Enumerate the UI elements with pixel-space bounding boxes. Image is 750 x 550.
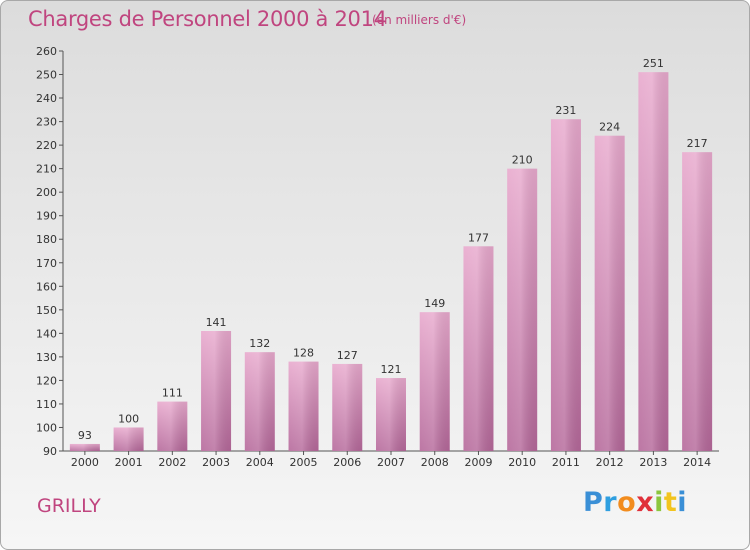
y-tick-label: 170 [36, 257, 57, 270]
bar-shine-2000 [69, 443, 100, 451]
bar-value-label: 128 [293, 347, 314, 360]
x-tick-label: 2011 [552, 456, 580, 469]
bar-value-label: 121 [381, 363, 402, 376]
bar-value-label: 217 [687, 137, 708, 150]
y-tick-label: 200 [36, 186, 57, 199]
proxiti-logo: Proxiti [583, 487, 687, 518]
bar-shine-2010 [507, 168, 538, 451]
y-tick-label: 240 [36, 92, 57, 105]
chart-subtitle: (en milliers d'€) [372, 13, 467, 27]
bar-shine-2005 [288, 361, 319, 451]
bar-shine-2007 [376, 378, 406, 451]
bar-shine-2004 [244, 352, 275, 451]
bar-shine-2014 [682, 152, 713, 452]
bar-shine-2012 [594, 135, 625, 452]
bar-shine-2009 [463, 246, 494, 451]
y-tick-label: 250 [36, 69, 57, 82]
x-tick-label: 2008 [421, 456, 449, 469]
x-tick-label: 2014 [683, 456, 711, 469]
logo-letter: x [636, 487, 655, 518]
y-tick-label: 180 [36, 233, 57, 246]
y-tick-label: 260 [36, 45, 57, 58]
y-tick-label: 140 [36, 327, 57, 340]
y-tick-label: 110 [36, 398, 57, 411]
bar-value-label: 149 [424, 297, 445, 310]
bar-shine-2003 [201, 331, 232, 451]
y-tick-label: 130 [36, 351, 57, 364]
bar-value-label: 141 [206, 316, 227, 329]
bar-shine-2006 [332, 363, 363, 451]
logo-letter: r [603, 487, 618, 518]
bar-shine-2011 [550, 119, 581, 451]
bar-value-label: 100 [118, 412, 139, 425]
chart-title: Charges de Personnel 2000 à 2014 [28, 7, 387, 31]
x-tick-label: 2004 [246, 456, 274, 469]
y-tick-label: 230 [36, 116, 57, 129]
logo-letter: o [617, 487, 637, 518]
x-tick-label: 2001 [115, 456, 143, 469]
x-tick-label: 2010 [508, 456, 536, 469]
bar-shine-2002 [157, 401, 188, 451]
logo-letter: i [677, 487, 688, 518]
bars: 93 100 111 141 132 128 127 121 149 177 210 231 224 25… [69, 57, 713, 452]
bar-shine-2001 [113, 427, 144, 451]
y-tick-label: 100 [36, 421, 57, 434]
bar-shine-2008 [419, 312, 450, 451]
y-tick-label: 90 [43, 445, 57, 458]
logo-letter: t [663, 487, 678, 518]
x-tick-label: 2013 [639, 456, 667, 469]
x-tick-label: 2002 [158, 456, 186, 469]
x-tick-label: 2012 [596, 456, 624, 469]
logo-letter: i [654, 487, 664, 518]
x-tick-label: 2005 [290, 456, 318, 469]
x-axis: 2000 2001 2002 2003 2004 2005 2006 2007 2008 2009… [63, 450, 719, 469]
bar-value-label: 231 [555, 104, 576, 117]
y-tick-label: 190 [36, 210, 57, 223]
y-tick-label: 220 [36, 139, 57, 152]
logo-letter: P [583, 487, 604, 518]
y-axis: 90 100 110 120 130 140 150 160 170 180 190 200 210 22… [36, 45, 64, 458]
bar-value-label: 210 [512, 154, 533, 167]
bar-value-label: 224 [599, 121, 620, 134]
x-tick-label: 2006 [333, 456, 361, 469]
bar-shine-2013 [638, 72, 669, 452]
y-tick-label: 160 [36, 280, 57, 293]
place-name: GRILLY [37, 495, 101, 517]
y-tick-label: 210 [36, 163, 57, 176]
x-tick-label: 2003 [202, 456, 230, 469]
x-tick-label: 2009 [464, 456, 492, 469]
bar-value-label: 93 [78, 429, 92, 442]
y-tick-label: 150 [36, 304, 57, 317]
x-tick-label: 2007 [377, 456, 405, 469]
bar-value-label: 111 [162, 387, 183, 400]
x-tick-label: 2000 [71, 456, 99, 469]
y-tick-label: 120 [36, 374, 57, 387]
bar-value-label: 177 [468, 231, 489, 244]
bar-value-label: 127 [337, 349, 358, 362]
bar-value-label: 251 [643, 57, 664, 70]
bar-value-label: 132 [249, 337, 270, 350]
